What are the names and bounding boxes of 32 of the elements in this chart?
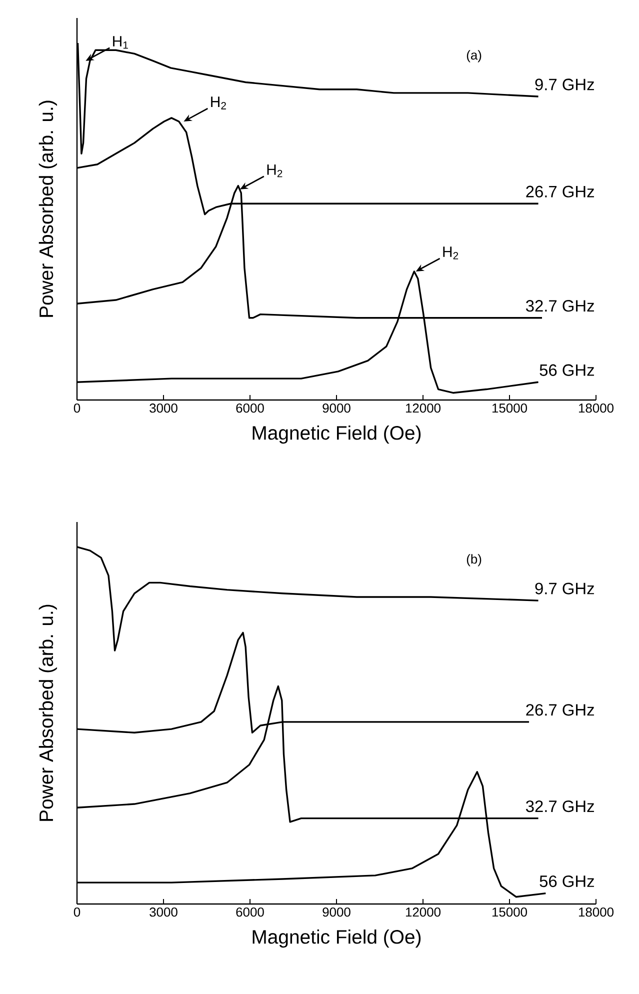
x-tick-label: 0 [74,404,80,413]
x-tick-label: 15000 [492,404,528,413]
x-axis-title: Magnetic Field (Oe) [252,426,421,444]
series-label: 32.7 GHz [526,300,594,312]
annotation: H$_{2}$ [443,246,458,260]
series-label: 9.7 GHz [535,582,594,594]
x-tick-label: 9000 [322,404,350,413]
x-tick-label: 18000 [578,404,614,413]
x-tick-label: 6000 [236,908,264,917]
annotation: H$_{2}$ [211,96,226,110]
x-tick-label: 12000 [406,908,440,917]
x-axis-title: Magnetic Field (Oe) [252,930,421,948]
x-tick-label: 18000 [578,908,614,917]
text: (a) [466,50,482,62]
x-tick-label: 3000 [150,908,178,917]
x-tick-label: 15000 [492,908,528,917]
y-axis-title: Power Absorbed (arb. u.) [38,100,57,317]
text: (b) [466,554,482,566]
series-label: 9.7 GHz [535,78,594,90]
series-label: 26.7 GHz [526,704,594,716]
annotation: H$_{1}$ [113,36,128,49]
series-label: 56 GHz [540,364,594,376]
x-tick-label: 9000 [322,908,350,917]
y-axis-title: Power Absorbed (arb. u.) [38,604,57,821]
x-tick-label: 0 [74,908,80,917]
series-label: 32.7 GHz [526,800,594,812]
x-tick-label: 6000 [236,404,264,413]
series-label: 26.7 GHz [526,186,594,198]
annotation: H$_{2}$ [267,164,282,178]
x-tick-label: 3000 [150,404,178,413]
x-tick-label: 12000 [406,404,440,413]
series-label: 56 GHz [540,875,594,888]
